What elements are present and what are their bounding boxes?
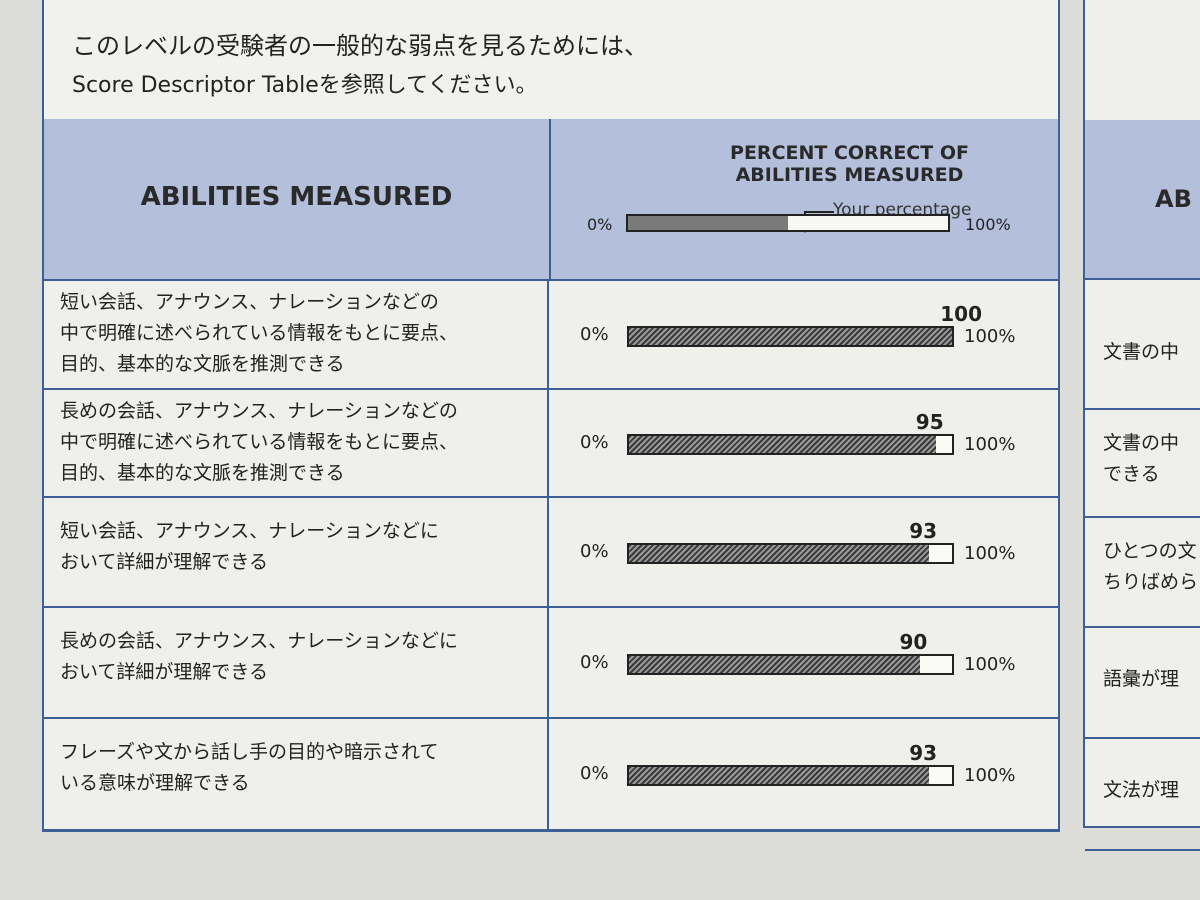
ability-text-line: 短い会話、アナウンス、ナレーションなどに bbox=[60, 520, 439, 542]
bar-max-label: 100% bbox=[964, 543, 1016, 564]
abilities-header: ABILITIES MEASURED bbox=[44, 119, 551, 281]
ability-description: 短い会話、アナウンス、ナレーションなどの 中で明確に述べられている情報をもとに要点… bbox=[60, 287, 540, 380]
bar-min-label: 0% bbox=[580, 541, 609, 562]
ability-cell: フレーズや文から話し手の目的や暗示されて いる意味が理解できる bbox=[44, 719, 549, 829]
adjacent-row: 語彙が理 bbox=[1085, 628, 1200, 739]
ability-text-line: 目的、基本的な文脈を推測できる bbox=[60, 462, 345, 484]
score-value-label: 93 bbox=[909, 741, 938, 765]
ability-text-line: いる意味が理解できる bbox=[60, 772, 250, 794]
ability-description: 短い会話、アナウンス、ナレーションなどに おいて詳細が理解できる bbox=[60, 516, 540, 578]
score-value-label: 100 bbox=[940, 302, 982, 326]
legend-max-label: 100% bbox=[965, 215, 1011, 234]
score-value-label: 93 bbox=[909, 519, 938, 543]
adjacent-table: AB 文書の中 文書の中 できる ひとつの文 ちりばめら 語彙が理 文法が理 bbox=[1083, 0, 1200, 851]
bar-min-label: 0% bbox=[580, 763, 609, 784]
legend-min-label: 0% bbox=[587, 215, 613, 234]
adjacent-row: 文書の中 bbox=[1085, 301, 1200, 410]
adjacent-text-line: ひとつの文 bbox=[1103, 540, 1197, 562]
ability-text-line: おいて詳細が理解できる bbox=[60, 551, 269, 573]
bar-min-label: 0% bbox=[580, 432, 609, 453]
adjacent-header: AB bbox=[1085, 120, 1200, 280]
adjacent-text-line: 語彙が理 bbox=[1103, 668, 1180, 690]
ability-description: 長めの会話、アナウンス、ナレーションなどに おいて詳細が理解できる bbox=[60, 626, 540, 688]
abilities-header-title: ABILITIES MEASURED bbox=[140, 182, 453, 212]
adjacent-row: 文書の中 できる bbox=[1085, 410, 1200, 518]
ability-cell: 長めの会話、アナウンス、ナレーションなどの 中で明確に述べられている情報をもとに要… bbox=[44, 390, 549, 496]
intro-box: このレベルの受験者の一般的な弱点を見るためには、 Score Descripto… bbox=[44, 0, 1058, 121]
adjacent-text-line: 文書の中 bbox=[1103, 432, 1180, 454]
bar-max-label: 100% bbox=[964, 765, 1016, 786]
adjacent-row-text: 文法が理 bbox=[1103, 775, 1179, 806]
bar-min-label: 0% bbox=[580, 324, 609, 345]
percent-bar-fill bbox=[629, 328, 952, 345]
ability-text-line: 目的、基本的な文脈を推測できる bbox=[60, 353, 345, 375]
pointer-line bbox=[804, 211, 834, 213]
adjacent-row-text: 文書の中 できる bbox=[1103, 428, 1179, 490]
percent-bar bbox=[627, 543, 954, 564]
intro-line-1: このレベルの受験者の一般的な弱点を見るためには、 bbox=[72, 32, 648, 60]
adjacent-header-title: AB bbox=[1155, 185, 1192, 213]
bar-min-label: 0% bbox=[580, 652, 609, 673]
ability-text-line: 中で明確に述べられている情報をもとに要点、 bbox=[60, 322, 459, 344]
legend-bar bbox=[626, 214, 950, 232]
adjacent-row-text: 語彙が理 bbox=[1103, 664, 1179, 695]
percent-bar bbox=[627, 326, 954, 347]
ability-cell: 短い会話、アナウンス、ナレーションなどの 中で明確に述べられている情報をもとに要点… bbox=[44, 281, 549, 388]
adjacent-text-line: 文法が理 bbox=[1103, 779, 1180, 801]
percent-bar-fill bbox=[629, 545, 930, 562]
adjacent-row-text: ひとつの文ちりばめら bbox=[1103, 536, 1198, 598]
percent-bar-fill bbox=[629, 656, 920, 673]
ability-text-line: おいて詳細が理解できる bbox=[60, 661, 269, 683]
table-row: 短い会話、アナウンス、ナレーションなどに おいて詳細が理解できる 0% 100% 93 bbox=[44, 498, 1058, 608]
table-row: フレーズや文から話し手の目的や暗示されて いる意味が理解できる 0% 100% 93 bbox=[44, 719, 1058, 831]
adjacent-text-line: できる bbox=[1103, 463, 1160, 485]
percent-bar bbox=[627, 434, 954, 455]
percent-header-title-1: PERCENT CORRECT OF bbox=[730, 142, 969, 164]
table-row: 長めの会話、アナウンス、ナレーションなどに おいて詳細が理解できる 0% 100% 90 bbox=[44, 608, 1058, 719]
ability-description: 長めの会話、アナウンス、ナレーションなどの 中で明確に述べられている情報をもとに要… bbox=[60, 396, 540, 489]
bar-max-label: 100% bbox=[964, 326, 1016, 347]
score-value-label: 90 bbox=[899, 630, 928, 654]
score-table: このレベルの受験者の一般的な弱点を見るためには、 Score Descripto… bbox=[42, 0, 1060, 832]
bar-max-label: 100% bbox=[964, 654, 1016, 675]
ability-text-line: 短い会話、アナウンス、ナレーションなどの bbox=[60, 291, 439, 313]
percent-bar-fill bbox=[629, 767, 930, 784]
adjacent-text-line: ちりばめら bbox=[1103, 571, 1199, 593]
legend-bar-fill bbox=[628, 216, 788, 230]
intro-line-2: Score Descriptor Tableを参照してください。 bbox=[72, 73, 538, 98]
ability-text-line: 中で明確に述べられている情報をもとに要点、 bbox=[60, 431, 459, 453]
percent-header: PERCENT CORRECT OF ABILITIES MEASURED Yo… bbox=[551, 119, 1058, 281]
ability-description: フレーズや文から話し手の目的や暗示されて いる意味が理解できる bbox=[60, 737, 540, 799]
bar-max-label: 100% bbox=[964, 434, 1016, 455]
adjacent-row: ひとつの文ちりばめら bbox=[1085, 518, 1200, 628]
table-row: 短い会話、アナウンス、ナレーションなどの 中で明確に述べられている情報をもとに要点… bbox=[44, 281, 1058, 390]
percent-bar bbox=[627, 765, 954, 786]
ability-text-line: 長めの会話、アナウンス、ナレーションなどに bbox=[60, 630, 458, 652]
percent-bar bbox=[627, 654, 954, 675]
ability-text-line: 長めの会話、アナウンス、ナレーションなどの bbox=[60, 400, 458, 422]
adjacent-row: 文法が理 bbox=[1085, 739, 1200, 851]
ability-text-line: フレーズや文から話し手の目的や暗示されて bbox=[60, 741, 439, 763]
ability-cell: 長めの会話、アナウンス、ナレーションなどに おいて詳細が理解できる bbox=[44, 608, 549, 717]
table-row: 長めの会話、アナウンス、ナレーションなどの 中で明確に述べられている情報をもとに要… bbox=[44, 390, 1058, 498]
ability-cell: 短い会話、アナウンス、ナレーションなどに おいて詳細が理解できる bbox=[44, 498, 549, 606]
percent-bar-fill bbox=[629, 436, 936, 453]
score-value-label: 95 bbox=[915, 410, 944, 434]
adjacent-text-line: 文書の中 bbox=[1103, 341, 1180, 363]
percent-header-title-2: ABILITIES MEASURED bbox=[735, 164, 964, 186]
adjacent-row-text: 文書の中 bbox=[1103, 337, 1179, 368]
